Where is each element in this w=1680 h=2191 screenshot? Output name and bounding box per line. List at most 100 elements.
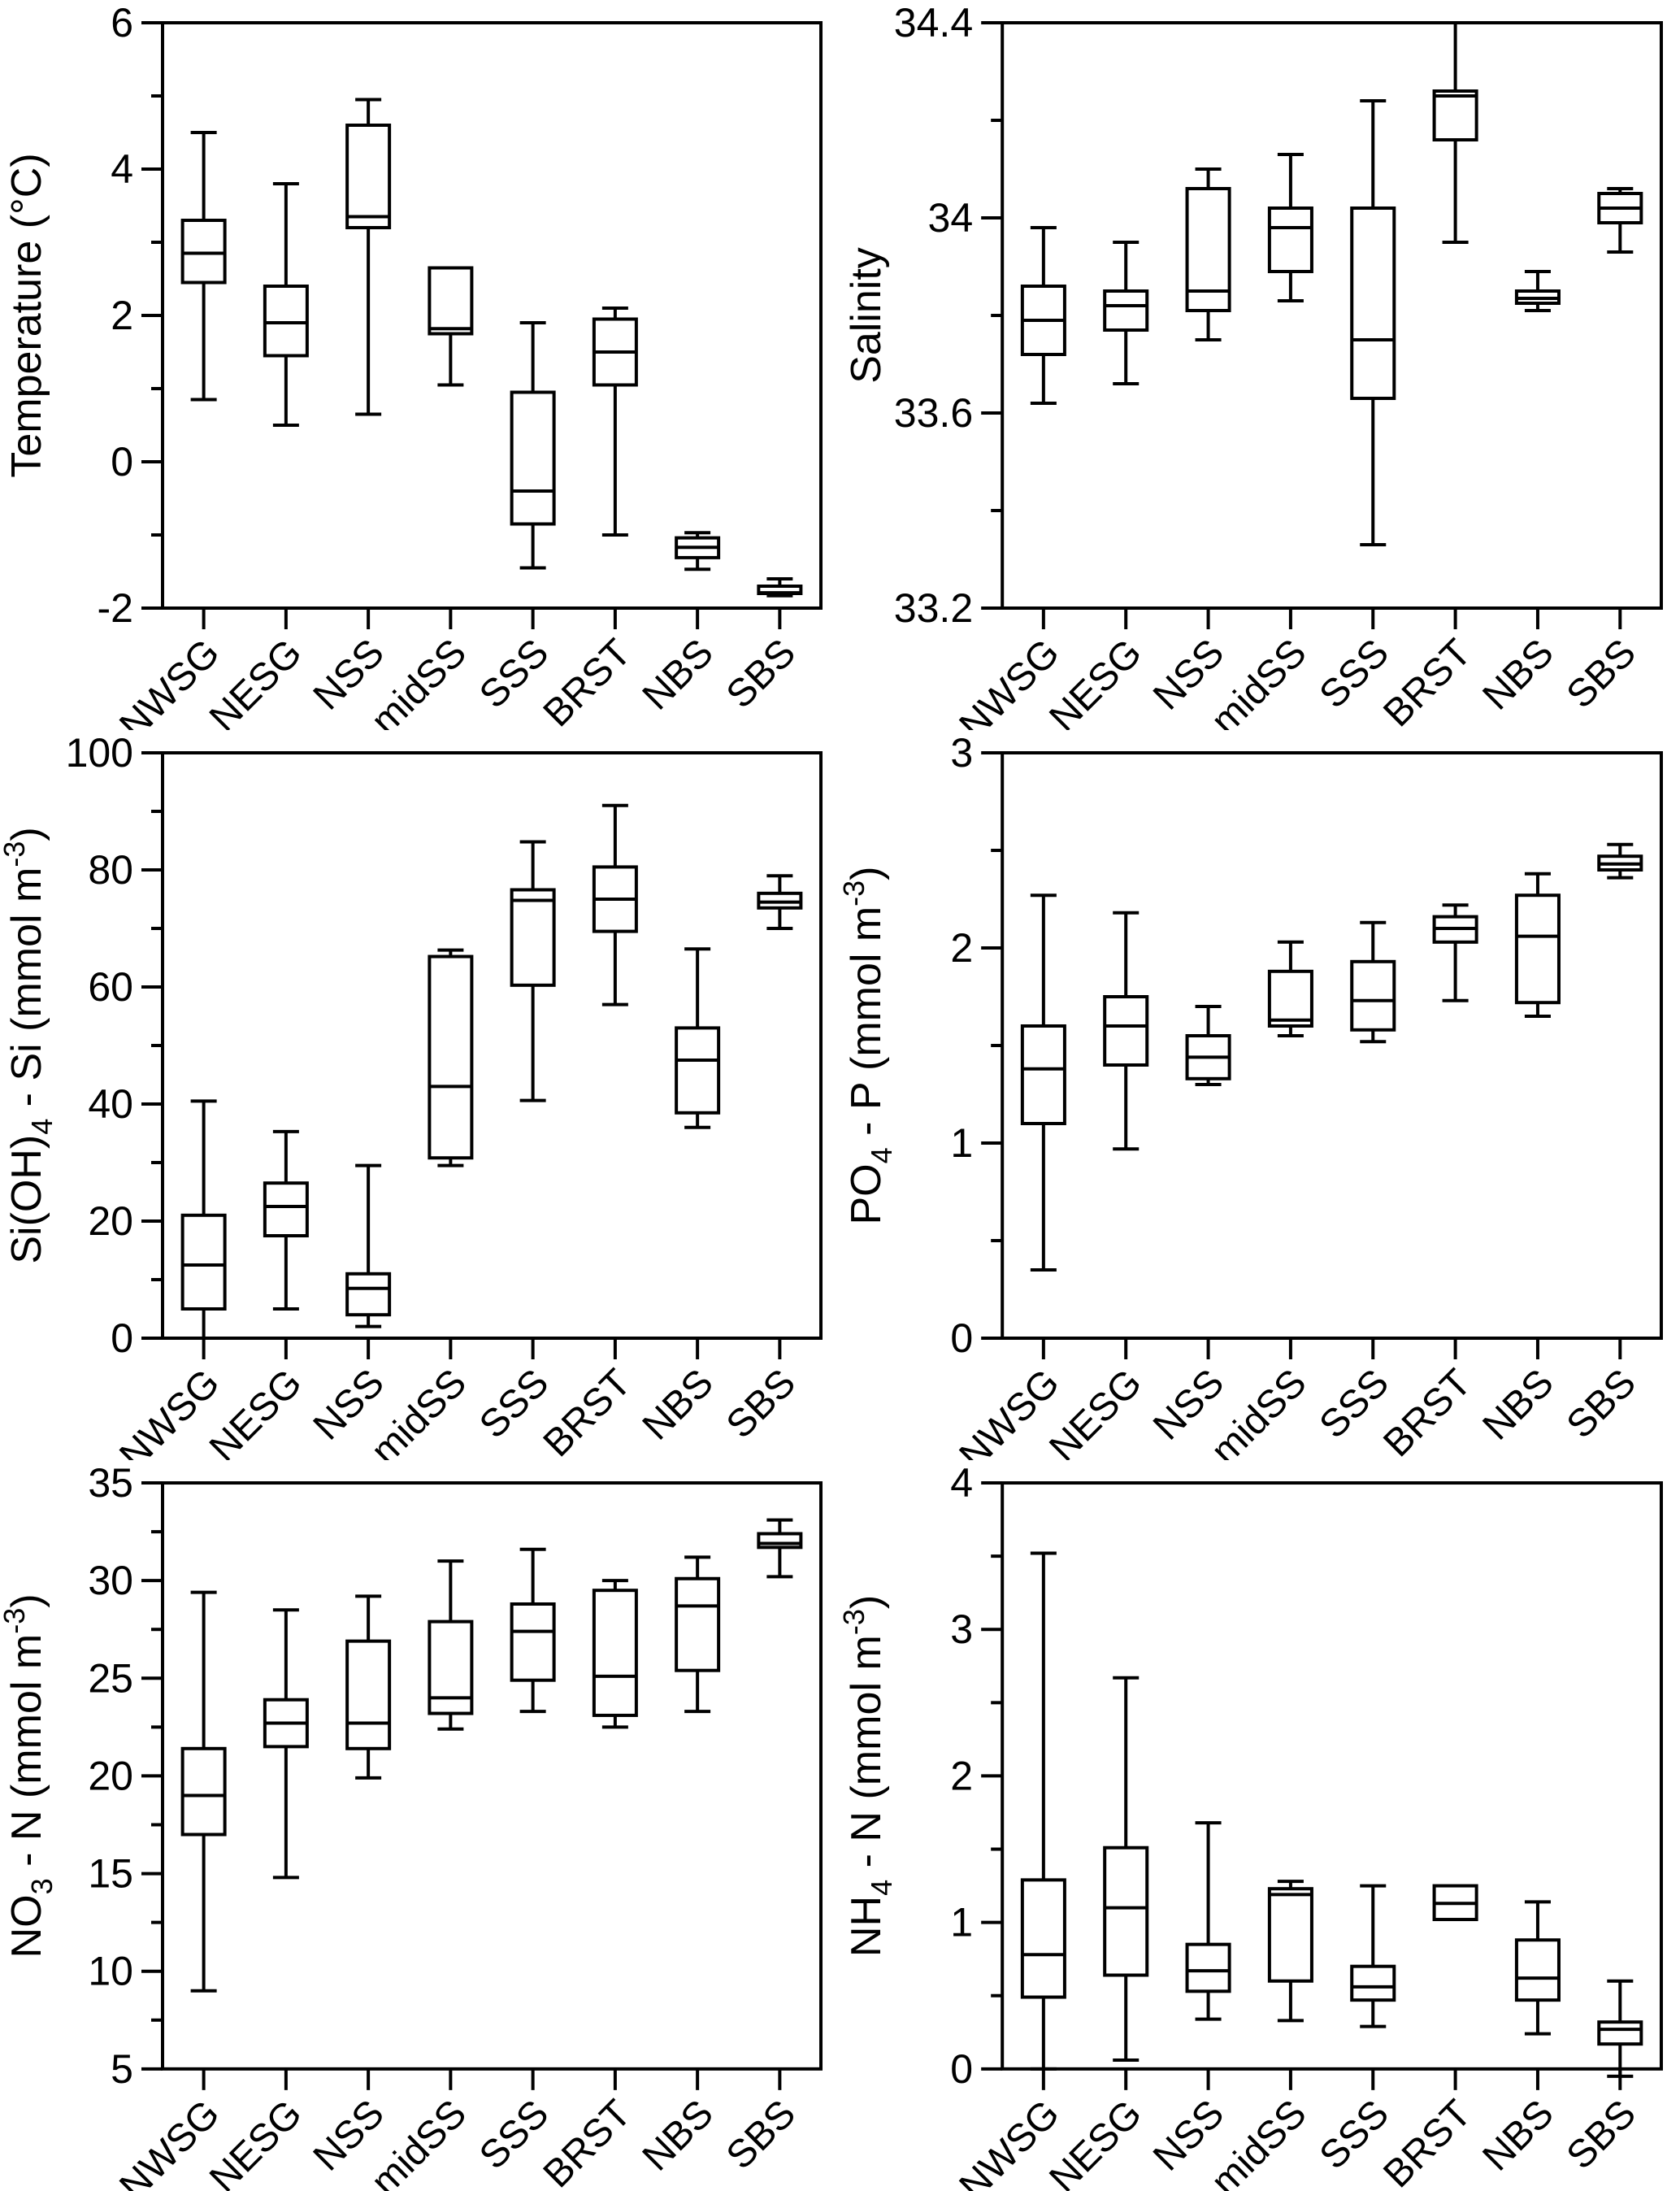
y-tick-label: 0	[111, 1315, 133, 1361]
iqr-box	[345, 1272, 392, 1317]
box-plot-NWSG	[180, 1099, 227, 1338]
x-category-label: NESG	[1041, 1361, 1150, 1460]
x-category-label: SBS	[1559, 2092, 1644, 2177]
iqr-box	[428, 1619, 474, 1715]
iqr-box	[428, 954, 474, 1160]
box-plot-NWSG	[180, 1590, 227, 1993]
svg-text:NESG: NESG	[1041, 1361, 1150, 1460]
box-plot-midSS	[1267, 940, 1313, 1037]
iqr-box	[1103, 995, 1149, 1067]
panel-salinity: 34.4 34 33.6 33.2 NWSG NESG NSS midSS SSS BRST NBS…	[840, 0, 1680, 730]
iqr-box	[1103, 289, 1149, 332]
y-tick-label: 4	[111, 146, 133, 192]
y-tick-label: 34.4	[894, 0, 973, 46]
plot-frame	[161, 21, 823, 610]
x-category-label: NESG	[1041, 2092, 1150, 2191]
iqr-box	[1514, 1938, 1561, 2002]
y-tick-label: 60	[88, 964, 133, 1010]
y-tick-label: 2	[111, 293, 133, 338]
svg-text:NBS: NBS	[635, 631, 722, 718]
svg-text:SBS: SBS	[1559, 2092, 1644, 2177]
box-plot-NWSG	[1020, 893, 1066, 1272]
box-plot-NESG	[1103, 911, 1149, 1151]
x-category-label: midSS	[363, 2092, 475, 2191]
y-tick-label: 30	[88, 1558, 133, 1603]
salinity-boxplot-svg: 34.43433.633.2NWSGNESGNSSmidSSSSSBRSTNBS…	[843, 0, 1663, 730]
x-category-label: SBS	[718, 2092, 804, 2177]
box-plot-NBS	[675, 1555, 721, 1714]
x-category-label: NESG	[202, 2092, 310, 2191]
x-category-label: midSS	[363, 631, 475, 730]
y-tick-label: 3	[950, 730, 973, 776]
panel-temperature: 6 4 2 0 -2 NWSG NESG NSS midSS SSS BRST NBS SBS Tempe…	[0, 0, 840, 730]
svg-text:NESG: NESG	[1041, 2092, 1150, 2191]
svg-text:BRST: BRST	[536, 2092, 640, 2191]
box-plot-NWSG	[180, 131, 227, 402]
iqr-box	[180, 219, 227, 285]
box-plot-BRST	[592, 1579, 638, 1729]
svg-text:midSS: midSS	[1203, 2092, 1315, 2191]
panel-silicate: 100 80 60 40 20 0 NWSG NESG NSS midSS SSS BRST NBS SB…	[0, 730, 840, 1460]
box-plot-SSS	[510, 840, 556, 1102]
iqr-box	[1103, 1845, 1149, 1977]
y-tick-label: -2	[98, 585, 133, 631]
box-plot-BRST	[1432, 1884, 1478, 1922]
svg-text:NBS: NBS	[1474, 1361, 1561, 1448]
iqr-box	[675, 1576, 721, 1672]
iqr-box	[345, 1639, 392, 1750]
x-category-label: NBS	[1474, 1361, 1561, 1448]
y-tick-label: 3	[950, 1606, 973, 1652]
x-category-label: midSS	[1203, 631, 1315, 730]
y-tick-label: 100	[66, 730, 133, 776]
box-plot-NESG	[263, 1608, 309, 1880]
silicate-boxplot-svg: 100806040200NWSGNESGNSSmidSSSSSBRSTNBSSB…	[0, 730, 823, 1460]
iqr-box	[1020, 1024, 1066, 1125]
x-category-label: SBS	[1559, 1361, 1644, 1446]
y-tick-label: 2	[950, 1753, 973, 1798]
plot-frame	[1001, 21, 1663, 610]
box-plot-midSS	[428, 948, 474, 1167]
box-plot-NWSG	[1020, 1551, 1066, 2071]
y-axis-title: Salinity	[843, 247, 890, 384]
y-tick-label: 0	[950, 1315, 973, 1361]
box-plot-midSS	[428, 1559, 474, 1731]
y-tick-label: 1	[950, 1900, 973, 1945]
x-category-label: NESG	[202, 631, 310, 730]
iqr-box	[1020, 1878, 1066, 1999]
box-plot-SSS	[1350, 99, 1396, 546]
y-tick-label: 6	[111, 0, 133, 46]
box-plot-midSS	[1267, 1880, 1313, 2023]
iqr-box	[1267, 206, 1313, 273]
box-plot-SSS	[510, 1547, 556, 1714]
svg-text:NBS: NBS	[1474, 631, 1561, 718]
box-plot-NBS	[1514, 872, 1561, 1018]
plot-frame	[1001, 1481, 1663, 2071]
y-tick-label: 20	[88, 1753, 133, 1798]
box-plot-NBS	[1514, 1900, 1561, 2036]
x-category-label: NESG	[202, 1361, 310, 1460]
x-category-label: BRST	[1375, 2092, 1479, 2191]
x-category-label: NESG	[1041, 631, 1150, 730]
box-plot-BRST	[592, 306, 638, 537]
svg-text:BRST: BRST	[536, 1361, 640, 1460]
iqr-box	[1597, 2020, 1643, 2046]
x-category-label: BRST	[1375, 1361, 1479, 1460]
box-plot-SBS	[757, 874, 803, 930]
iqr-box	[1432, 89, 1478, 141]
iqr-box	[345, 124, 392, 229]
plot-frame	[1001, 751, 1663, 1340]
box-plot-NESG	[1103, 1676, 1149, 2063]
box-plot-NBS	[675, 947, 721, 1129]
iqr-box	[263, 285, 309, 358]
svg-text:midSS: midSS	[363, 631, 475, 730]
box-plot-BRST	[592, 803, 638, 1006]
box-plot-NESG	[263, 182, 309, 427]
y-tick-label: 15	[88, 1851, 133, 1897]
y-axis-title: Temperature (°C)	[3, 153, 50, 477]
iqr-box	[510, 1602, 556, 1682]
iqr-box	[510, 390, 556, 526]
x-category-label: BRST	[536, 1361, 640, 1460]
temperature-boxplot-svg: 6420-2NWSGNESGNSSmidSSSSSBRSTNBSSBSTempe…	[3, 0, 823, 730]
svg-text:midSS: midSS	[1203, 1361, 1315, 1460]
box-plot-midSS	[1267, 153, 1313, 302]
